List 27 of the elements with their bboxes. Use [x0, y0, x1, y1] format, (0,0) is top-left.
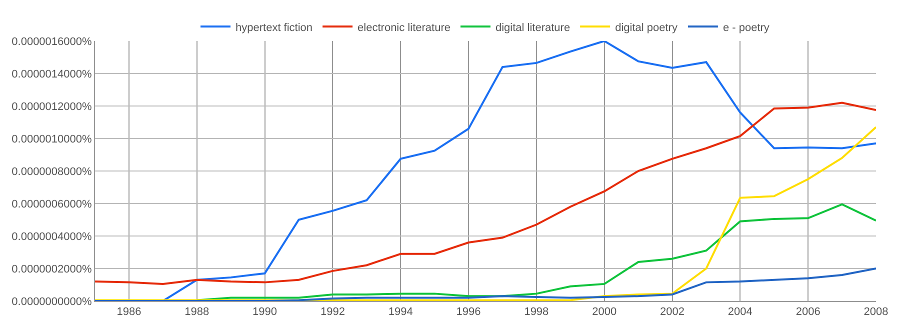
x-tick-label: 1994	[388, 306, 413, 318]
x-tick-label: 1986	[116, 306, 142, 318]
y-tick-label: 0.0000012000%	[12, 100, 92, 113]
y-tick-label: 0.0000004000%	[12, 230, 92, 243]
x-tick-label: 2002	[660, 306, 684, 318]
y-tick-label: 0.0000008000%	[12, 166, 92, 178]
x-tick-label: 2008	[864, 306, 888, 318]
legend-label: digital poetry	[615, 22, 678, 34]
x-tick-label: 1992	[320, 306, 345, 318]
x-tick-label: 2004	[728, 306, 752, 318]
legend-label: electronic literature	[358, 22, 450, 34]
legend-label: e - poetry	[722, 22, 770, 34]
x-tick-label: 1996	[456, 306, 481, 318]
x-tick-label: 2006	[796, 306, 820, 318]
legend-label: hypertext fiction	[236, 22, 313, 34]
y-tick-label: 0.0000010000%	[12, 133, 92, 146]
x-tick-label: 2000	[592, 306, 617, 318]
y-tick-label: 0.0000016000%	[12, 36, 92, 48]
legend-label: digital literature	[495, 22, 570, 34]
x-tick-label: 1998	[524, 306, 549, 318]
y-tick-label: 0.0000006000%	[12, 198, 92, 210]
x-tick-label: 1988	[184, 306, 210, 318]
y-tick-label: 0.0000002000%	[12, 263, 92, 276]
x-tick-label: 1990	[252, 306, 278, 318]
y-tick-label: 0.0000000000%	[12, 296, 92, 308]
y-tick-label: 0.0000014000%	[12, 68, 92, 80]
line-series	[95, 102, 876, 285]
